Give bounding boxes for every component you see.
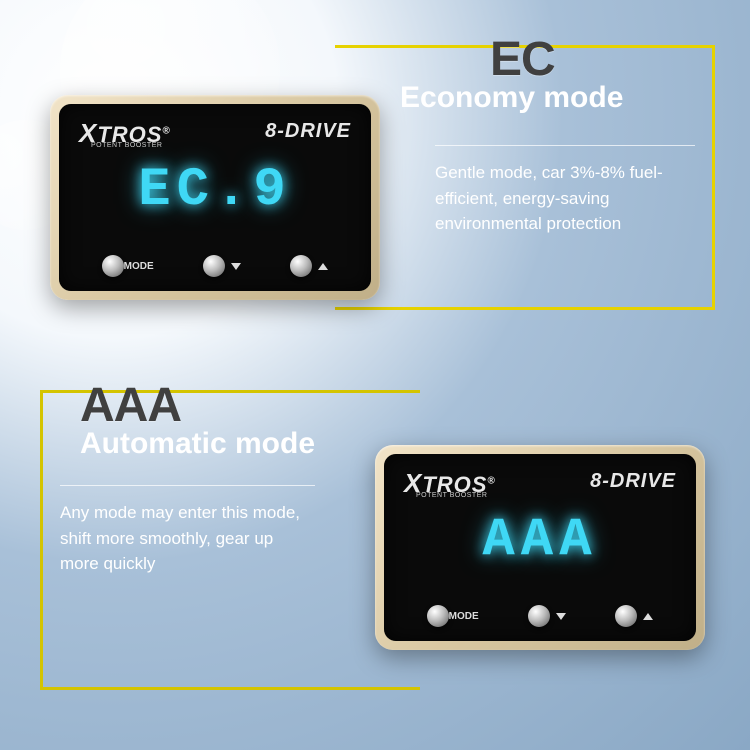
divider — [435, 145, 695, 146]
mode-button[interactable] — [427, 605, 449, 627]
chevron-down-icon — [556, 613, 566, 620]
led-display: AAA — [482, 510, 597, 571]
throttle-controller-device: XTROS® POTENT BOOSTER 8-DRIVE AAA MODE — [375, 445, 705, 650]
chevron-down-icon — [231, 263, 241, 270]
led-display: EC.9 — [138, 160, 292, 221]
drive-label: 8-DRIVE — [590, 470, 676, 493]
drive-label: 8-DRIVE — [265, 120, 351, 143]
divider — [60, 485, 315, 486]
title-block: EC Economy mode — [400, 32, 623, 115]
mode-name: Automatic mode — [80, 427, 315, 461]
mode-name: Economy mode — [400, 81, 623, 115]
button-row: MODE — [384, 605, 696, 627]
chevron-up-icon — [643, 613, 653, 620]
up-button[interactable] — [290, 255, 312, 277]
chevron-up-icon — [318, 263, 328, 270]
mode-code: AAA — [80, 378, 315, 433]
up-button[interactable] — [615, 605, 637, 627]
mode-description: Any mode may enter this mode, shift more… — [60, 500, 315, 577]
brand-subtitle: POTENT BOOSTER — [91, 142, 162, 149]
down-button[interactable] — [203, 255, 225, 277]
throttle-controller-device: XTROS® POTENT BOOSTER 8-DRIVE EC.9 MODE — [50, 95, 380, 300]
device-face: XTROS® POTENT BOOSTER 8-DRIVE AAA MODE — [384, 454, 696, 641]
mode-button-label: MODE — [449, 611, 479, 622]
mode-button[interactable] — [102, 255, 124, 277]
button-row: MODE — [59, 255, 371, 277]
down-button[interactable] — [528, 605, 550, 627]
title-block: AAA Automatic mode — [80, 378, 315, 461]
device-face: XTROS® POTENT BOOSTER 8-DRIVE EC.9 MODE — [59, 104, 371, 291]
mode-code: EC — [490, 32, 623, 87]
mode-description: Gentle mode, car 3%-8% fuel-efficient, e… — [435, 160, 695, 237]
brand-subtitle: POTENT BOOSTER — [416, 492, 487, 499]
mode-button-label: MODE — [124, 261, 154, 272]
